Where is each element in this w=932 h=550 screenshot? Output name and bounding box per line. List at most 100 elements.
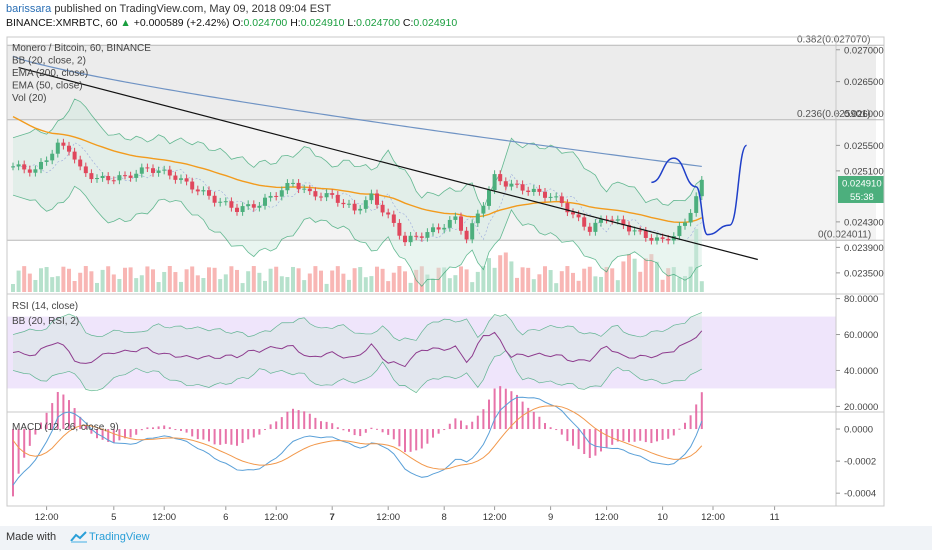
macd-line [12, 396, 703, 486]
price-axis-label: 0.027000 [844, 45, 884, 56]
open-label: O: [232, 17, 244, 29]
macd-histogram-bar [353, 429, 356, 436]
macd-histogram-bar [308, 413, 311, 430]
volume-bar [67, 268, 71, 292]
candle-body [666, 238, 671, 241]
candle-body [55, 142, 60, 154]
projection-path [651, 144, 748, 236]
candle-body [134, 173, 139, 178]
volume-bar [677, 277, 682, 292]
candle-body [156, 170, 161, 173]
candle-body [201, 190, 206, 192]
volume-bar [453, 275, 458, 292]
chart-canvas[interactable]: 0.382(0.027070) 0.236(0.025901) 0(0.024011… [0, 0, 932, 526]
volume-bar [643, 258, 648, 292]
candle-body [44, 160, 49, 162]
candle-body [162, 169, 167, 171]
macd-histogram-bar [325, 421, 328, 430]
candle-body [660, 237, 665, 239]
macd-histogram-bar [538, 416, 541, 430]
macd-histogram-bar [684, 422, 686, 430]
volume-bar [503, 252, 508, 292]
volume-bar [207, 267, 211, 292]
candle-body [347, 203, 351, 205]
macd-histogram-bar [695, 404, 698, 430]
candle-body [375, 193, 379, 205]
volume-bar [235, 269, 239, 292]
volume-bar [363, 277, 368, 292]
volume-bar [694, 228, 699, 292]
macd-histogram-bar [527, 407, 530, 430]
candle-body [431, 227, 435, 233]
candle-body [537, 188, 542, 192]
volume-bar [11, 284, 15, 292]
macd-histogram-bar [163, 425, 166, 430]
volume-bar [464, 269, 469, 292]
macd-histogram-bar [17, 429, 20, 474]
macd-histogram-bar [247, 429, 250, 440]
macd-histogram-bar [611, 429, 614, 445]
macd-histogram-bar [180, 429, 182, 431]
macd-histogram-bar [258, 429, 261, 435]
candle-body [582, 217, 587, 227]
ohlc-line: BINANCE:XMRBTC, 60 ▲ +0.000589 (+2.42%) … [6, 17, 457, 29]
candle-body [459, 216, 463, 231]
candle-body [319, 196, 323, 198]
legend-ema200: EMA (200, close) [12, 68, 88, 79]
macd-histogram-bar [174, 429, 177, 431]
candle-body [173, 175, 178, 180]
volume-bar [240, 283, 245, 292]
tradingview-brand[interactable]: TradingView [89, 531, 150, 543]
volume-bar [565, 266, 570, 292]
macd-histogram-bar [297, 410, 300, 430]
volume-bar [61, 266, 66, 292]
candle-body [358, 208, 363, 211]
candle-body [683, 222, 687, 226]
price-axis-label: 0.024300 [844, 217, 884, 228]
candle-body [576, 214, 581, 218]
candle-body [268, 195, 273, 198]
macd-histogram-bar [236, 429, 238, 446]
volume-bar [100, 269, 105, 292]
macd-histogram-bar [510, 391, 513, 430]
macd-histogram-bar [465, 425, 468, 430]
macd-histogram-bar [140, 429, 143, 431]
macd-histogram-bar [409, 429, 412, 452]
macd-histogram-bar [633, 429, 636, 442]
author-name[interactable]: barissara [6, 3, 52, 15]
macd-histogram-bar [157, 426, 160, 430]
volume-bar [167, 266, 172, 292]
macd-histogram-bar [622, 429, 625, 441]
candle-body [498, 174, 503, 182]
rsi-axis-label: 80.0000 [844, 294, 878, 305]
volume-bar [279, 276, 284, 292]
volume-bar [55, 276, 60, 292]
volume-bar [414, 269, 419, 292]
volume-bar [22, 266, 27, 292]
tradingview-logo-icon[interactable] [70, 529, 88, 545]
candle-body [386, 212, 391, 215]
candle-body [436, 227, 441, 230]
macd-histogram-bar [101, 429, 104, 440]
volume-bar [442, 267, 447, 292]
volume-bar [375, 266, 379, 292]
time-axis-label: 12:00 [701, 512, 725, 523]
volume-bar [403, 271, 407, 292]
high-value: 0.024910 [300, 17, 345, 29]
volume-bar [492, 267, 497, 292]
volume-bar [638, 271, 643, 292]
candle-body [509, 183, 514, 187]
macd-histogram-bar [616, 429, 619, 442]
rsi-axis-label: 20.0000 [844, 402, 878, 413]
close-value: 0.024910 [413, 17, 458, 29]
rsi-axis-label: 40.0000 [844, 366, 878, 377]
candle-body [67, 145, 71, 152]
macd-histogram-bar [420, 429, 423, 449]
candle-body [470, 223, 475, 240]
volume-bar [307, 273, 312, 292]
volume-bar [666, 268, 671, 292]
open-value: 0.024700 [243, 17, 288, 29]
macd-histogram-bar [129, 429, 132, 438]
time-axis-label: 6 [223, 512, 228, 523]
change-up-icon: ▲ [120, 17, 131, 29]
